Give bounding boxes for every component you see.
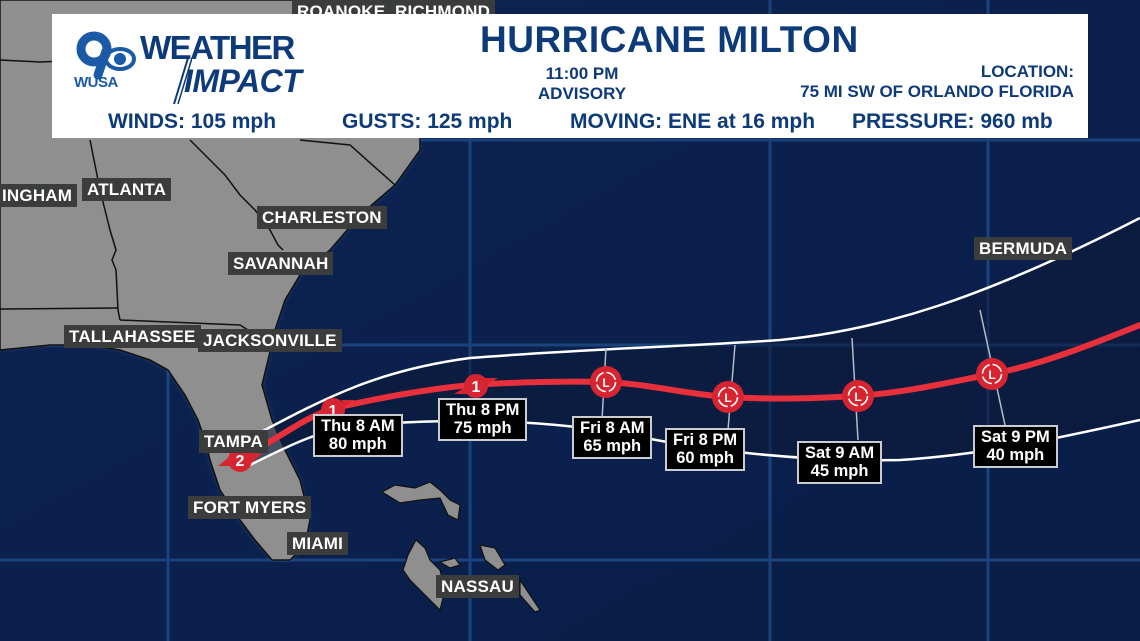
forecast-wind: 40 mph bbox=[986, 446, 1045, 464]
stat-label: MOVING: bbox=[570, 110, 663, 133]
bahamas bbox=[380, 481, 541, 613]
location-label: LOCATION: bbox=[980, 62, 1074, 81]
forecast-time: Sat 9 PM bbox=[981, 428, 1050, 446]
city-label-tampa: TAMPA bbox=[199, 430, 268, 453]
stat-label: PRESSURE: bbox=[852, 110, 975, 133]
city-label-savannah: SAVANNAH bbox=[228, 252, 334, 275]
stat-label: GUSTS: bbox=[342, 110, 422, 133]
forecast-callout-sat-9pm[interactable]: Sat 9 PM 40 mph bbox=[973, 425, 1058, 468]
city-label-birmingham: INGHAM bbox=[0, 184, 78, 207]
advisory-label: ADVISORY bbox=[537, 84, 627, 103]
city-label-miami: MIAMI bbox=[287, 532, 349, 555]
forecast-wind: 80 mph bbox=[328, 435, 387, 453]
forecast-time: Thu 8 AM bbox=[321, 417, 395, 435]
forecast-time: Fri 8 AM bbox=[580, 419, 645, 437]
cone-north-edge bbox=[249, 216, 1140, 440]
stat-value: ENE at 16 mph bbox=[668, 110, 816, 133]
forecast-callout-fri-8pm[interactable]: Fri 8 PM 60 mph bbox=[665, 428, 746, 471]
forecast-callout-sat-9am[interactable]: Sat 9 AM 45 mph bbox=[797, 441, 883, 484]
stat-moving: MOVING: ENE at 16 mph bbox=[570, 110, 815, 134]
forecast-callout-thu-8pm[interactable]: Thu 8 PM 75 mph bbox=[438, 398, 528, 441]
city-label-tallahassee: TALLAHASSEE bbox=[64, 325, 201, 348]
brand-impact-text: IMPACT bbox=[184, 63, 302, 99]
stat-value: 105 mph bbox=[190, 110, 277, 133]
forecast-time: Sat 9 AM bbox=[805, 444, 875, 462]
forecast-wind: 45 mph bbox=[810, 462, 869, 480]
lightning-slash-icon bbox=[173, 57, 192, 105]
city-label-bermuda: BERMUDA bbox=[974, 237, 1073, 260]
city-label-charleston: CHARLESTON bbox=[257, 206, 387, 229]
stat-label: WINDS: bbox=[108, 110, 185, 133]
forecast-wind: 60 mph bbox=[676, 449, 734, 467]
forecast-wind: 75 mph bbox=[453, 419, 512, 437]
city-label-fort-myers: FORT MYERS bbox=[188, 496, 312, 519]
forecast-callout-thu-8am[interactable]: Thu 8 AM 80 mph bbox=[313, 414, 403, 457]
city-label-nassau: NASSAU bbox=[436, 575, 519, 598]
advisory-time: 11:00 PM bbox=[545, 64, 619, 83]
city-label-atlanta: ATLANTA bbox=[82, 178, 172, 201]
advisory-header-panel: WUSA WEATHER IMPACT HURRICANE MILTON 11:… bbox=[52, 14, 1088, 138]
stat-winds: WINDS: 105 mph bbox=[108, 110, 276, 134]
forecast-time: Thu 8 PM bbox=[446, 401, 520, 419]
station-callsign: WUSA bbox=[74, 74, 118, 91]
forecast-wind: 65 mph bbox=[583, 437, 642, 455]
stat-pressure: PRESSURE: 960 mb bbox=[852, 110, 1053, 134]
city-label-jacksonville: JACKSONVILLE bbox=[198, 329, 342, 352]
location-value: 75 MI SW OF ORLANDO FLORIDA bbox=[800, 82, 1074, 101]
brand-weather-text: WEATHER bbox=[140, 29, 295, 66]
wusa9-logo-icon bbox=[76, 31, 136, 80]
stat-value: 125 mph bbox=[427, 110, 513, 133]
forecast-time: Fri 8 PM bbox=[673, 431, 738, 449]
forecast-callout-fri-8am[interactable]: Fri 8 AM 65 mph bbox=[572, 416, 653, 459]
location-block: LOCATION: 75 MI SW OF ORLANDO FLORIDA bbox=[800, 62, 1074, 102]
advisory-block: 11:00 PM ADVISORY bbox=[492, 64, 672, 104]
stat-gusts: GUSTS: 125 mph bbox=[342, 110, 512, 134]
storm-title: HURRICANE MILTON bbox=[480, 19, 859, 60]
stat-value: 960 mb bbox=[980, 110, 1053, 133]
